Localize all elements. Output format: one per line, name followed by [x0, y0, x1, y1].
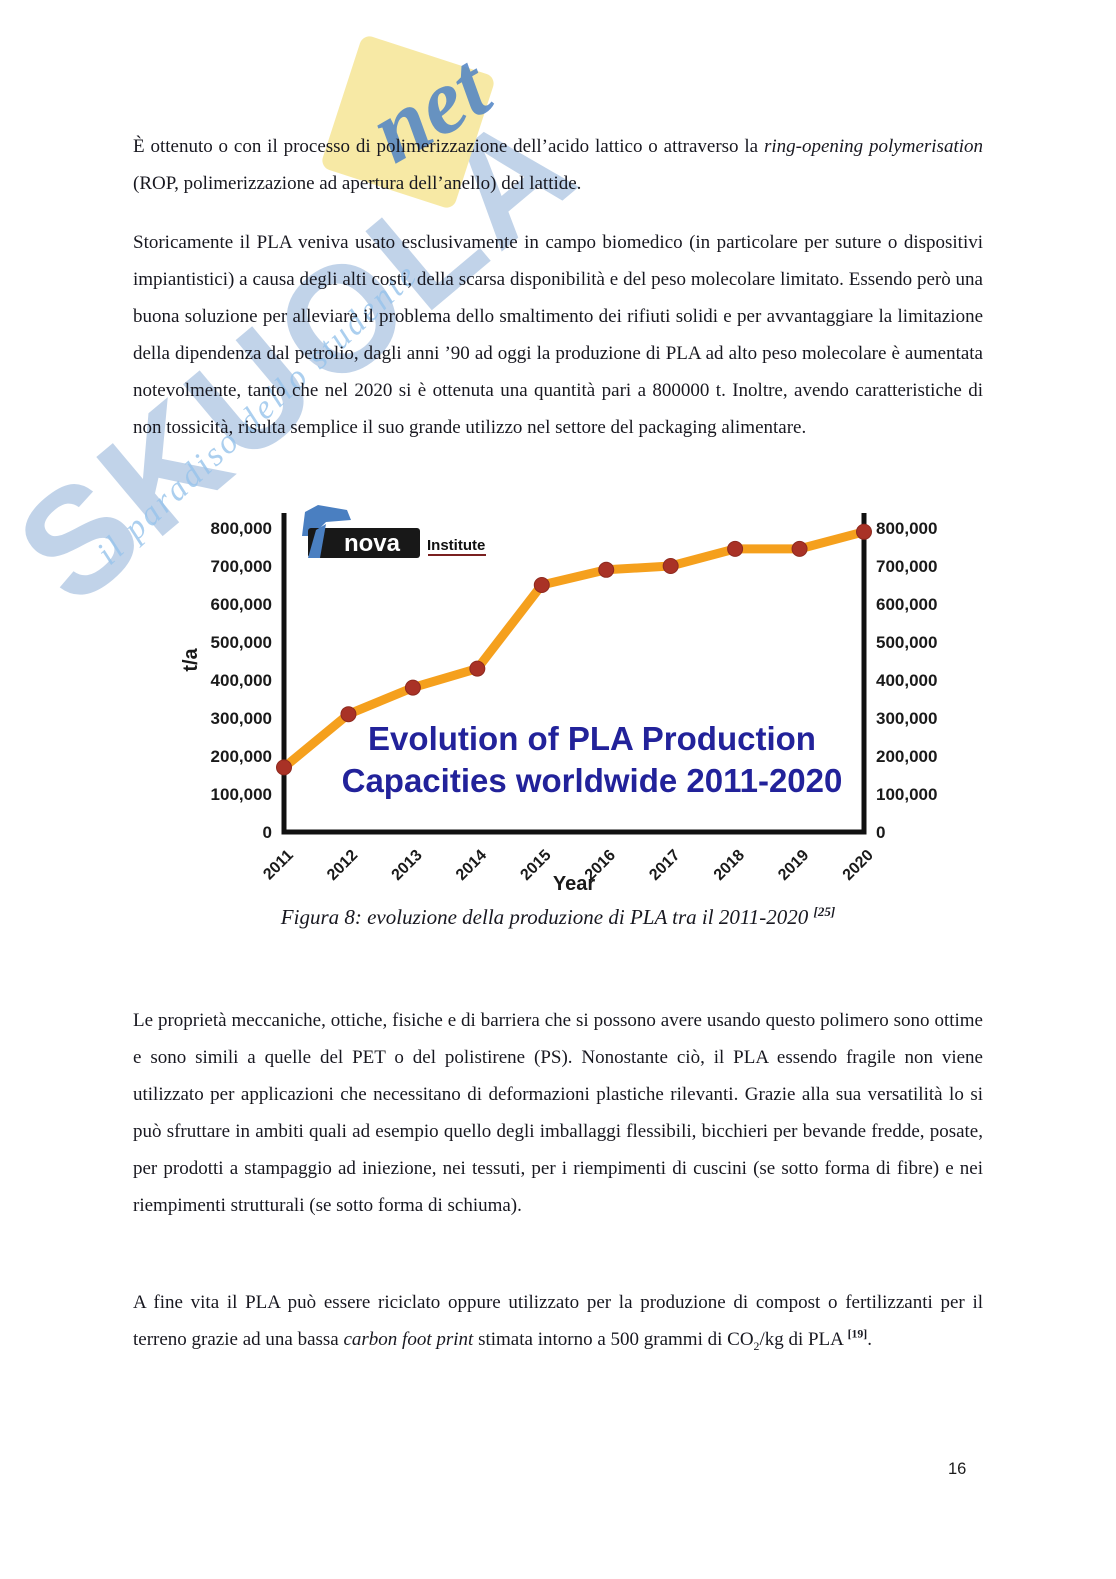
y-tick-label-right: 400,000 — [876, 671, 937, 690]
institute-logo-underline — [428, 554, 486, 556]
x-tick-label: 2013 — [389, 847, 426, 884]
x-tick-label: 2020 — [840, 847, 877, 884]
x-tick-label: 2018 — [711, 847, 748, 884]
text-segment: Storicamente il PLA veniva usato esclusi… — [133, 232, 983, 438]
y-tick-label-left: 500,000 — [211, 633, 272, 652]
text-segment: ring-opening polymerisation — [763, 136, 983, 157]
nova-logo-box — [308, 528, 420, 558]
data-point-marker — [598, 561, 615, 578]
data-point-marker — [791, 540, 808, 557]
data-point-marker — [276, 759, 292, 776]
data-point-marker — [727, 540, 744, 557]
x-tick-label: 2019 — [775, 847, 812, 884]
plot-frame — [281, 513, 867, 835]
data-point-marker — [856, 523, 872, 540]
y-axis-label: t/a — [180, 647, 202, 671]
text-segment: 2 — [753, 1339, 760, 1353]
y-tick-label-right: 600,000 — [876, 595, 937, 614]
y-tick-label-left: 400,000 — [211, 671, 272, 690]
text-segment: /kg di PLA — [759, 1329, 848, 1350]
y-tick-label-left: 300,000 — [211, 709, 272, 728]
text-segment: A fine vita il PLA può essere riciclato … — [133, 1292, 983, 1350]
institute-logo-text: Institute — [427, 537, 485, 554]
text-segment: [19] — [847, 1327, 868, 1341]
nova-logo-text: nova — [344, 530, 401, 557]
x-tick-label: 2017 — [646, 847, 683, 884]
nova-institute-logo-icon: nova Institute — [302, 505, 486, 558]
data-point-marker — [404, 679, 421, 696]
paragraph-2: Storicamente il PLA veniva usato esclusi… — [133, 224, 983, 446]
text-segment: Figura 8: evoluzione della produzione di… — [280, 905, 814, 929]
y-tick-label-right: 0 — [876, 823, 885, 842]
y-tick-label-left: 700,000 — [211, 557, 272, 576]
data-line — [279, 527, 869, 772]
chart-title-line-1: Evolution of PLA Production — [368, 720, 816, 757]
pla-production-chart: nova Institute Evolution of PLA Producti… — [180, 505, 937, 895]
text-segment: È ottenuto o con il processo di polimeri… — [133, 136, 764, 157]
x-tick-label: 2011 — [260, 847, 297, 884]
y-tick-label-left: 600,000 — [211, 595, 272, 614]
y-tick-label-right: 100,000 — [876, 785, 937, 804]
y-tick-label-left: 0 — [263, 823, 272, 842]
paragraph-4: A fine vita il PLA può essere riciclato … — [133, 1284, 983, 1358]
x-tick-label: 2016 — [582, 847, 619, 884]
text-segment: . — [867, 1329, 872, 1350]
y-tick-label-left: 200,000 — [211, 747, 272, 766]
y-tick-label-right: 700,000 — [876, 557, 937, 576]
page-number: 16 — [948, 1460, 967, 1478]
nova-logo-flag-tail-icon — [308, 524, 326, 558]
text-segment: stimata intorno a 500 grammi di CO — [473, 1329, 754, 1350]
text-segment: carbon foot print — [343, 1329, 474, 1350]
y-tick-label-right: 200,000 — [876, 747, 937, 766]
data-point-marker — [662, 558, 679, 574]
data-point-marker — [469, 660, 486, 677]
x-axis-label: Year — [553, 873, 595, 895]
y-tick-label-left: 800,000 — [211, 519, 272, 538]
y-tick-label-right: 800,000 — [876, 519, 937, 538]
chart-title-line-2: Capacities worldwide 2011-2020 — [342, 762, 843, 799]
x-tick-label: 2012 — [324, 847, 361, 884]
text-segment: (ROP, polimerizzazione ad apertura dell’… — [133, 173, 582, 194]
y-tick-label-right: 300,000 — [876, 709, 937, 728]
text-segment: [25] — [813, 904, 836, 919]
paragraph-1: È ottenuto o con il processo di polimeri… — [133, 128, 983, 202]
paragraph-3: Le proprietà meccaniche, ottiche, fisich… — [133, 1002, 983, 1224]
x-tick-label: 2015 — [517, 847, 554, 884]
data-point-marker — [340, 706, 357, 723]
y-tick-label-left: 100,000 — [211, 785, 272, 804]
figure-caption: Figura 8: evoluzione della produzione di… — [133, 905, 983, 930]
x-tick-label: 2014 — [453, 847, 490, 884]
y-tick-label-right: 500,000 — [876, 633, 937, 652]
text-segment: Le proprietà meccaniche, ottiche, fisich… — [133, 1010, 983, 1216]
data-point-marker — [533, 577, 550, 593]
